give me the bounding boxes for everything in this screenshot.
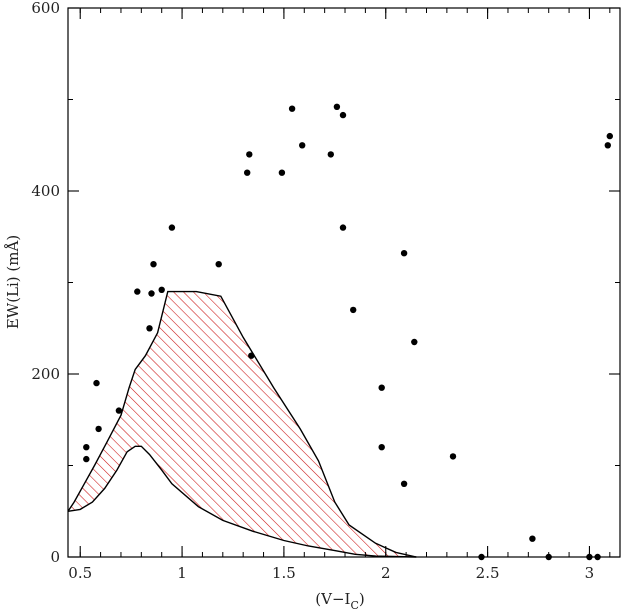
- data-point: [400, 250, 408, 257]
- data-point: [115, 407, 123, 414]
- x-tick-label: 1: [177, 564, 187, 582]
- x-tick-label: 2.5: [476, 564, 500, 582]
- data-point: [400, 480, 408, 487]
- x-tick-label: 3: [585, 564, 595, 582]
- data-point: [278, 169, 286, 176]
- data-point: [83, 455, 90, 463]
- data-point: [244, 169, 251, 176]
- data-point: [327, 151, 334, 158]
- y-tick-label: 600: [31, 0, 60, 17]
- x-tick-label: 2: [381, 564, 391, 582]
- y-tick-label: 400: [31, 182, 60, 200]
- data-point: [288, 105, 296, 112]
- axes-layer: 0.5 1 1.5 2 2.5 3 0 200 400 600: [31, 0, 621, 582]
- data-point: [449, 453, 457, 460]
- data-point: [95, 425, 102, 433]
- band-layer: [67, 290, 417, 558]
- plot-frame: [67, 7, 621, 558]
- data-point: [606, 132, 613, 140]
- data-point: [246, 151, 253, 158]
- data-point: [339, 224, 347, 231]
- data-point: [158, 286, 165, 293]
- band-fill: [68, 291, 417, 557]
- points-layer: [83, 103, 613, 561]
- x-tick-label: 0.5: [68, 564, 92, 582]
- data-point: [215, 261, 222, 268]
- data-point: [146, 325, 153, 332]
- data-point: [350, 306, 357, 314]
- data-point: [150, 261, 157, 268]
- x-axis-label: (V−IC): [315, 590, 364, 610]
- data-point: [529, 535, 536, 542]
- data-point: [411, 338, 418, 346]
- band-upper-edge: [67, 290, 417, 558]
- data-point: [378, 384, 385, 391]
- data-point: [378, 444, 385, 451]
- data-point: [83, 444, 90, 451]
- y-tick-label: 0: [50, 548, 60, 566]
- data-point: [333, 103, 341, 111]
- data-point: [168, 224, 176, 231]
- data-point: [604, 142, 611, 149]
- band-lower-edge: [67, 445, 417, 558]
- y-axis-label: EW(Li) (mÅ): [4, 235, 22, 329]
- data-point: [93, 379, 100, 387]
- x-tick-label: 1.5: [272, 564, 296, 582]
- data-point: [248, 352, 255, 359]
- data-point: [339, 111, 347, 119]
- data-point: [148, 290, 155, 297]
- data-point: [134, 288, 141, 295]
- y-tick-label: 200: [31, 365, 60, 383]
- data-point: [299, 142, 306, 149]
